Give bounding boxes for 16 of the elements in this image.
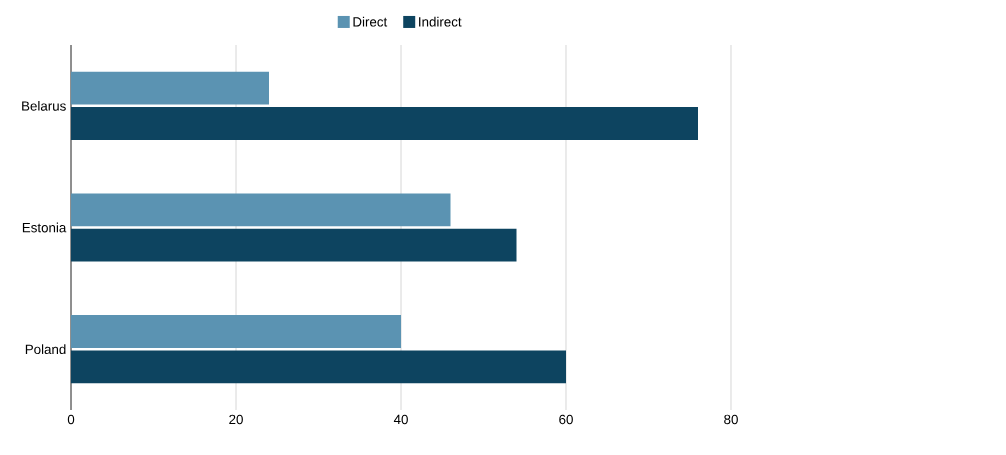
legend-label: Indirect	[419, 16, 462, 27]
bar	[71, 107, 698, 140]
legend-label: Direct	[353, 16, 388, 27]
x-tick-label: 20	[229, 414, 243, 425]
bar	[71, 71, 269, 105]
bar	[71, 350, 566, 384]
y-tick-label: Estonia	[22, 222, 67, 233]
x-tick-label: 60	[559, 414, 573, 425]
x-tick-label: 40	[393, 414, 408, 425]
bar	[71, 228, 517, 262]
y-tick-label: Belarus	[22, 100, 66, 111]
x-tick-label: 0	[67, 414, 75, 425]
x-tick-label: 80	[724, 414, 738, 425]
y-tick-label: Poland	[25, 344, 66, 355]
bar	[71, 193, 451, 227]
bar	[71, 315, 402, 348]
